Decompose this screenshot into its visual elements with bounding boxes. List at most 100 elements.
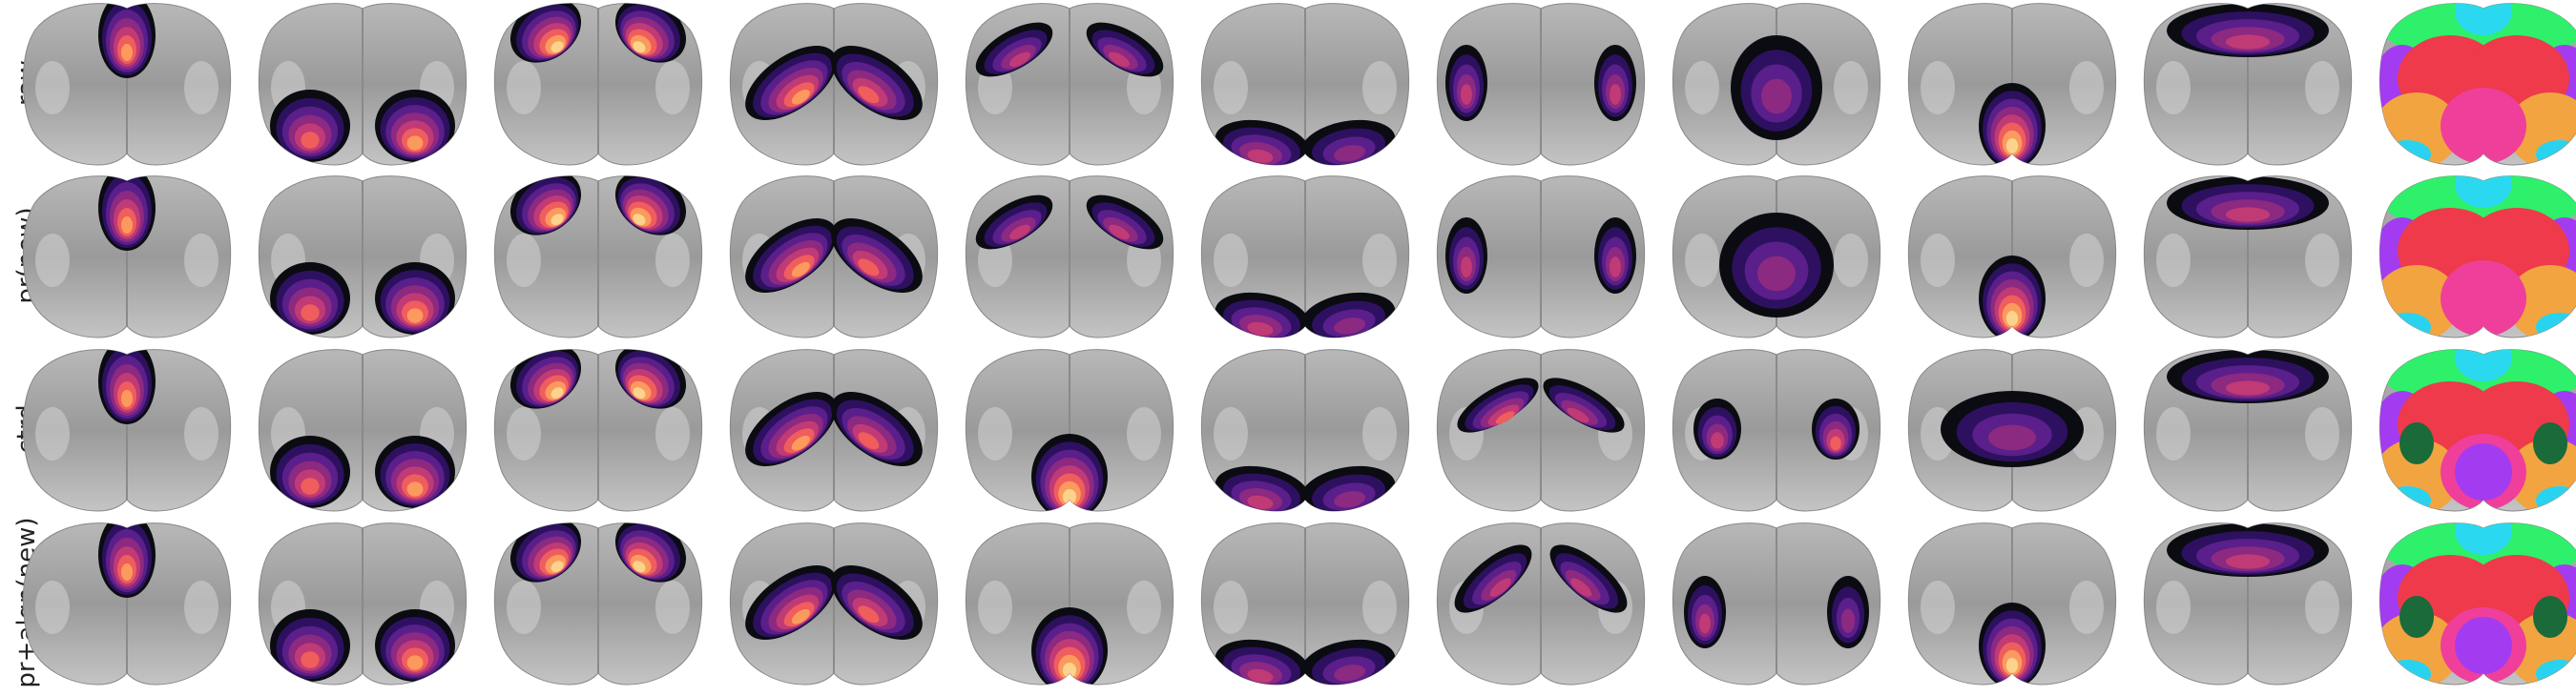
brain-panel — [1436, 349, 1646, 512]
brain-panel — [22, 175, 232, 338]
overlay — [2379, 349, 2576, 511]
activation-blob — [1711, 432, 1724, 449]
atlas-region — [2441, 260, 2526, 337]
brain-texture — [35, 581, 70, 634]
brain-panel — [965, 522, 1174, 686]
activation-blob — [1334, 145, 1366, 162]
overlay — [270, 609, 455, 682]
overlay — [270, 90, 455, 162]
brain-texture — [655, 581, 690, 634]
brain-texture — [507, 61, 541, 114]
atlas-region — [2383, 660, 2431, 685]
activation-blob — [791, 89, 810, 105]
activation-blob — [1461, 256, 1472, 277]
activation-blob — [2005, 138, 2019, 154]
overlay — [2167, 176, 2329, 230]
activation-blob — [406, 308, 424, 323]
overlay — [1979, 83, 2046, 165]
brain-texture — [1362, 407, 1397, 461]
overlay — [1684, 576, 1869, 648]
activation-blob — [1062, 663, 1077, 678]
activation-blob — [791, 261, 810, 277]
brain-texture — [1834, 234, 1868, 287]
brain-panel — [1672, 3, 1881, 166]
overlay — [2167, 523, 2329, 577]
activation-blob — [2225, 380, 2271, 396]
brain-panel — [965, 175, 1174, 338]
brain-texture — [1214, 407, 1248, 461]
activation-blob — [301, 478, 320, 495]
overlay — [1693, 399, 1859, 460]
activation-blob — [2005, 658, 2019, 673]
activation-blob — [1699, 613, 1711, 634]
overlay — [509, 522, 687, 583]
activation-blob — [1109, 224, 1130, 240]
overlay — [1979, 256, 2046, 338]
overlay — [1731, 35, 1822, 140]
overlay — [2379, 3, 2576, 165]
activation-blob — [1009, 224, 1030, 240]
activation-blob — [633, 41, 646, 53]
activation-blob — [858, 432, 880, 450]
brain-texture — [1362, 581, 1397, 634]
brain-panel — [258, 175, 467, 338]
activation-blob — [1840, 608, 1856, 633]
activation-blob — [633, 387, 646, 399]
atlas-region — [2383, 140, 2431, 165]
brain-panel — [493, 3, 703, 166]
brain-panel — [1436, 522, 1646, 686]
activation-blob — [633, 214, 646, 226]
brain-texture — [1921, 61, 1955, 114]
atlas-region — [2383, 313, 2431, 338]
activation-blob — [406, 655, 424, 670]
overlay — [270, 436, 455, 508]
activation-blob — [551, 387, 564, 399]
activation-blob — [551, 214, 564, 226]
brain-texture — [2156, 61, 2191, 114]
brain-panel — [493, 349, 703, 512]
brain-texture — [35, 407, 70, 461]
brain-texture — [184, 581, 218, 634]
atlas-region — [2399, 596, 2434, 638]
overlay — [745, 45, 923, 121]
brain-grid — [22, 3, 2576, 686]
activation-blob — [406, 481, 424, 497]
activation-blob — [1757, 256, 1796, 292]
activation-blob — [1610, 256, 1621, 277]
brain-texture — [655, 407, 690, 461]
brain-panel — [2379, 349, 2576, 512]
overlay — [509, 3, 687, 63]
overlay — [509, 175, 687, 235]
brain-texture — [2305, 581, 2339, 634]
brain-texture — [2156, 234, 2191, 287]
overlay — [975, 194, 1164, 250]
brain-panel — [1200, 522, 1410, 686]
activation-blob — [1009, 51, 1030, 68]
brain-texture — [1685, 61, 1719, 114]
activation-blob — [121, 44, 133, 61]
brain-panel — [1200, 349, 1410, 512]
activation-blob — [1830, 436, 1841, 451]
activation-blob — [1334, 491, 1366, 508]
overlay — [98, 522, 156, 598]
brain-texture — [2305, 407, 2339, 461]
activation-blob — [1247, 668, 1274, 683]
activation-blob — [1489, 578, 1511, 597]
brain-panel — [729, 3, 939, 166]
atlas-region — [2455, 443, 2512, 501]
brain-texture — [507, 234, 541, 287]
brain-texture — [2156, 581, 2191, 634]
activation-blob — [1334, 665, 1366, 682]
brain-texture — [2069, 234, 2104, 287]
brain-texture — [2305, 234, 2339, 287]
brain-texture — [507, 407, 541, 461]
atlas-region — [2455, 3, 2512, 35]
brain-texture — [2069, 581, 2104, 634]
brain-panel — [2379, 522, 2576, 686]
brain-texture — [1127, 581, 1161, 634]
overlay — [975, 22, 1164, 77]
brain-texture — [1127, 407, 1161, 461]
brain-texture — [655, 234, 690, 287]
atlas-region — [2533, 422, 2567, 464]
brain-texture — [507, 581, 541, 634]
